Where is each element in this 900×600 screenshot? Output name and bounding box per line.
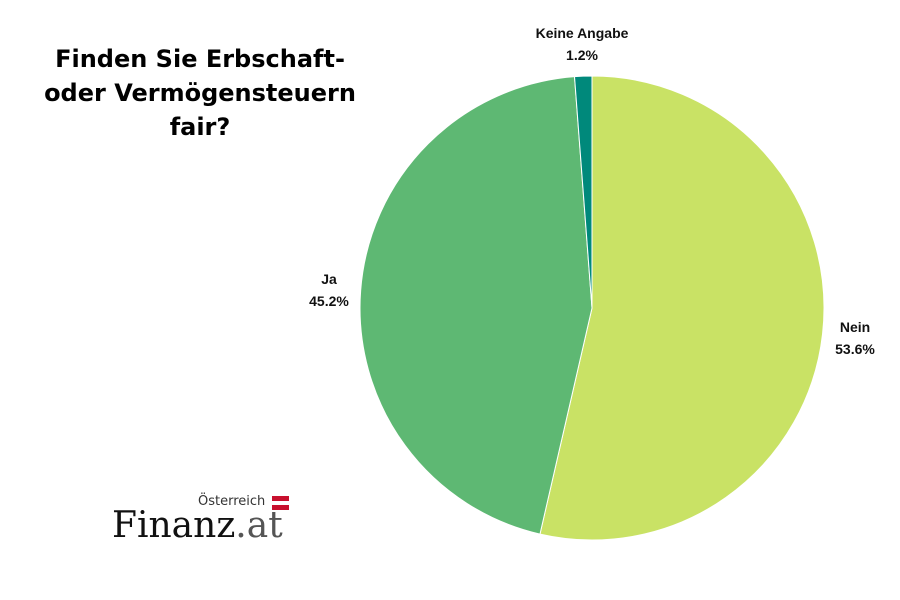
austria-flag-icon xyxy=(272,496,289,510)
chart-title: Finden Sie Erbschaft- oder Vermögensteue… xyxy=(30,42,370,144)
slice-label-nein: Nein xyxy=(840,319,870,335)
logo-country: Österreich xyxy=(198,494,266,509)
slice-label-keine-angabe: Keine Angabe xyxy=(536,25,629,41)
pie-slice-keine-angabe xyxy=(573,75,593,309)
pie-slice-nein xyxy=(539,75,825,541)
pie-labels: Nein 53.6% Ja 45.2% Keine Angabe 1.2% xyxy=(309,25,875,357)
slice-value-ja: 45.2% xyxy=(309,293,349,309)
slice-value-nein: 53.6% xyxy=(835,341,875,357)
pie-slice-ja xyxy=(359,76,593,535)
finanz-at-logo: Österreich Finanz.at xyxy=(112,492,302,552)
logo-brand: Finanz xyxy=(112,505,236,546)
logo-wordmark: Finanz.at xyxy=(112,506,283,546)
chart-title-line-3: fair? xyxy=(169,113,231,141)
chart-title-line-1: Finden Sie Erbschaft- xyxy=(55,45,345,73)
slice-value-keine-angabe: 1.2% xyxy=(566,47,598,63)
chart-title-line-2: oder Vermögensteuern xyxy=(44,79,356,107)
logo-tld: .at xyxy=(235,505,283,546)
flag-stripe-bottom xyxy=(272,505,289,510)
flag-stripe-middle xyxy=(272,500,289,506)
flag-stripe-top xyxy=(272,496,289,501)
pie-slices xyxy=(359,75,825,541)
slice-label-ja: Ja xyxy=(321,271,337,287)
